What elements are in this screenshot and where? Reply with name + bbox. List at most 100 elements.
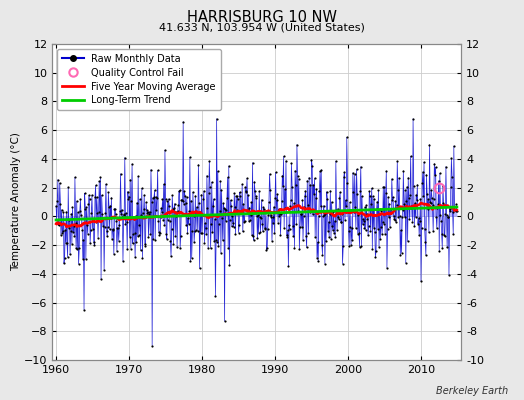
Point <box>293 173 302 179</box>
Point <box>107 194 116 201</box>
Point <box>226 197 235 203</box>
Point <box>408 202 416 209</box>
Point <box>392 219 400 226</box>
Point <box>252 193 260 200</box>
Point <box>257 215 265 221</box>
Point <box>192 226 200 233</box>
Point <box>248 232 256 239</box>
Point <box>336 219 345 225</box>
Point <box>368 246 377 252</box>
Point <box>140 240 149 247</box>
Point <box>386 206 395 212</box>
Point <box>350 209 358 216</box>
Point <box>174 188 183 195</box>
Point <box>78 226 86 233</box>
Point <box>290 200 298 206</box>
Point <box>108 226 117 232</box>
Point <box>445 206 454 212</box>
Point <box>166 237 174 244</box>
Point <box>196 230 205 236</box>
Point <box>369 224 378 231</box>
Point <box>56 201 64 207</box>
Point <box>110 206 118 212</box>
Point <box>168 226 176 232</box>
Point <box>75 245 83 251</box>
Point <box>66 216 74 223</box>
Point <box>271 169 280 176</box>
Point <box>195 265 204 272</box>
Point <box>286 202 294 209</box>
Point <box>332 207 341 213</box>
Point <box>420 159 428 165</box>
Point <box>64 225 73 232</box>
Point <box>352 166 361 173</box>
Point <box>60 255 69 262</box>
Point <box>141 243 150 249</box>
Point <box>319 212 328 219</box>
Point <box>147 166 155 173</box>
Point <box>287 160 296 166</box>
Point <box>245 204 254 211</box>
Point <box>96 214 104 221</box>
Point <box>90 242 99 248</box>
Point <box>280 225 288 231</box>
Point <box>58 230 67 236</box>
Point <box>393 158 401 165</box>
Point <box>120 211 128 218</box>
Point <box>185 154 194 160</box>
Point <box>267 212 276 218</box>
Point <box>125 193 133 200</box>
Point <box>123 246 132 252</box>
Point <box>432 214 440 220</box>
Point <box>146 231 155 238</box>
Point <box>139 210 147 216</box>
Point <box>260 226 269 232</box>
Point <box>241 184 249 190</box>
Point <box>100 267 108 273</box>
Point <box>193 228 202 234</box>
Point <box>202 231 211 237</box>
Point <box>355 244 364 250</box>
Point <box>106 214 115 221</box>
Point <box>264 226 272 232</box>
Point <box>293 141 301 148</box>
Point <box>179 118 188 125</box>
Point <box>254 212 262 218</box>
Point <box>419 193 428 199</box>
Point <box>404 174 412 181</box>
Point <box>442 212 451 219</box>
Point <box>212 116 221 122</box>
Point <box>203 205 212 212</box>
Point <box>383 264 391 271</box>
Text: HARRISBURG 10 NW: HARRISBURG 10 NW <box>187 10 337 25</box>
Point <box>231 231 239 237</box>
Point <box>373 198 381 205</box>
Point <box>345 243 353 249</box>
Point <box>399 207 407 213</box>
Point <box>316 203 325 210</box>
Point <box>270 204 278 210</box>
Point <box>453 208 461 214</box>
Point <box>275 206 283 212</box>
Point <box>115 222 124 229</box>
Point <box>210 196 218 202</box>
Point <box>255 188 264 195</box>
Point <box>283 233 291 240</box>
Point <box>261 225 269 232</box>
Point <box>61 227 69 234</box>
Point <box>366 193 374 199</box>
Point <box>294 208 302 214</box>
Point <box>434 201 442 208</box>
Point <box>230 190 238 196</box>
Point <box>436 212 445 218</box>
Point <box>180 200 188 207</box>
Point <box>165 196 173 202</box>
Point <box>87 209 95 216</box>
Point <box>222 207 231 213</box>
Point <box>290 245 299 251</box>
Point <box>341 197 350 203</box>
Point <box>84 201 92 207</box>
Point <box>314 258 322 264</box>
Point <box>228 212 237 219</box>
Point <box>104 189 113 196</box>
